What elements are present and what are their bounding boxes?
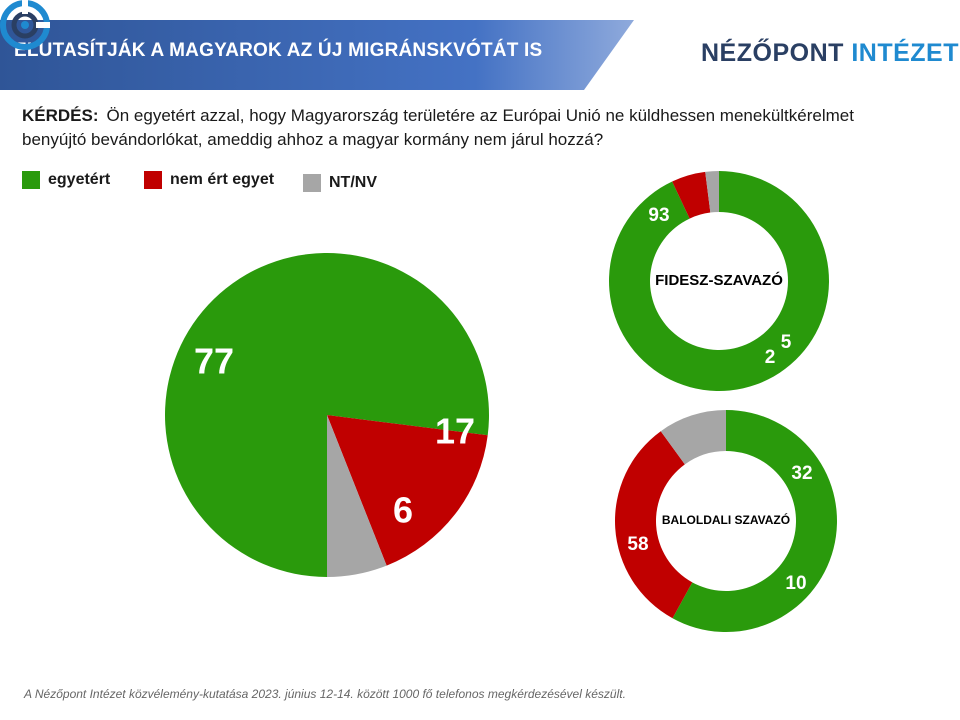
legend-label-agree: egyetért — [48, 171, 111, 188]
fidesz-donut-slice-disagree — [672, 171, 711, 219]
legend-swatch-dontknow — [303, 174, 321, 192]
legend-item-dontknow: NT/NV — [303, 173, 377, 193]
logo-text: NÉZŐPONT INTÉZET — [701, 39, 959, 68]
left-donut-label-disagree: 32 — [791, 463, 812, 484]
banner-background — [0, 20, 634, 90]
legend-swatch-disagree — [144, 171, 162, 189]
legend-label-dontknow: NT/NV — [329, 174, 377, 191]
left-donut-label-dontknow: 10 — [785, 573, 806, 594]
fidesz-donut-label-dontknow: 2 — [765, 347, 776, 368]
fidesz-donut: 93 52 FIDESZ-SZAVAZÓ — [609, 171, 829, 392]
page-title: ELUTASÍTJÁK A MAGYAROK AZ ÚJ MIGRÁNSKVÓT… — [14, 40, 543, 61]
left-donut-label-agree: 58 — [627, 534, 648, 555]
legend-label-disagree: nem ért egyet — [170, 171, 275, 188]
logo-text-accent: INTÉZET — [851, 39, 960, 67]
overall-pie-label-disagree: 17 — [435, 411, 475, 452]
left-donut-slice-dontknow — [660, 410, 726, 465]
overall-pie-label-agree: 77 — [194, 341, 234, 382]
legend-item-disagree: nem ért egyet — [144, 170, 274, 190]
left-donut-slice-agree — [672, 410, 838, 632]
left-donut: 58 32 10 BALOLDALI SZAVAZÓ — [615, 410, 838, 632]
header-banner: ELUTASÍTJÁK A MAGYAROK AZ ÚJ MIGRÁNSKVÓT… — [0, 0, 960, 90]
overall-pie-label-dontknow: 6 — [393, 490, 413, 531]
fidesz-donut-slice-agree — [609, 171, 829, 392]
left-donut-title: BALOLDALI SZAVAZÓ — [662, 512, 790, 527]
legend-swatch-agree — [22, 171, 40, 189]
question-label: KÉRDÉS: — [22, 106, 99, 125]
overall-pie-slice-dontknow — [327, 415, 387, 577]
footnote: A Nézőpont Intézet közvélemény-kutatása … — [24, 687, 626, 701]
fidesz-donut-title: FIDESZ-SZAVAZÓ — [655, 271, 783, 289]
overall-pie-slice-disagree — [327, 415, 488, 566]
left-donut-slice-disagree — [615, 431, 693, 619]
nezopont-logo-icon — [0, 0, 50, 50]
overall-pie: 77 17 6 — [165, 253, 489, 578]
legend-item-agree: egyetért — [22, 170, 110, 190]
fidesz-donut-label-disagree: 5 — [781, 332, 792, 353]
question-text: Ön egyetért azzal, hogy Magyarország ter… — [22, 106, 854, 149]
fidesz-donut-label-agree: 93 — [648, 205, 669, 226]
logo-text-main: NÉZŐPONT — [701, 39, 852, 67]
question: KÉRDÉS: Ön egyetért azzal, hogy Magyarors… — [22, 104, 922, 152]
fidesz-donut-slice-dontknow — [705, 171, 719, 213]
